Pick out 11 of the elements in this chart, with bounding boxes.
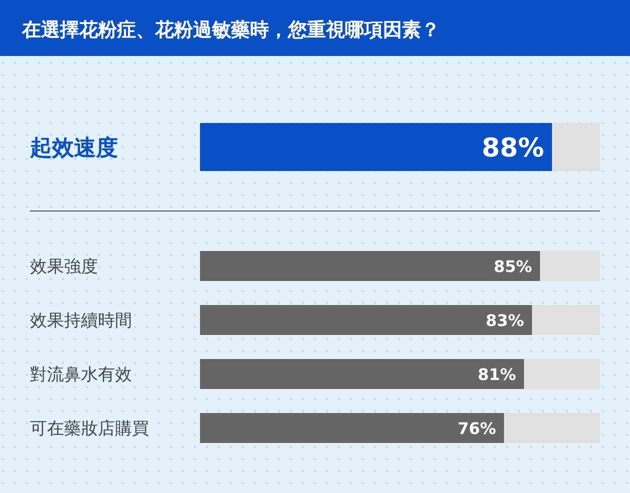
- y-tick-label: 對流鼻水有效: [30, 365, 132, 386]
- y-tick-label: 效果強度: [30, 257, 98, 278]
- data-label: 88%: [482, 133, 544, 164]
- y-tick-label: 起效速度: [29, 134, 118, 161]
- data-label: 83%: [486, 310, 524, 330]
- data-label: 76%: [458, 418, 496, 438]
- y-tick-label: 效果持續時間: [30, 311, 132, 332]
- data-label: 81%: [478, 364, 516, 384]
- y-tick-label: 可在藥妝店購買: [30, 419, 149, 440]
- chart-title: 在選擇花粉症、花粉過敏藥時，您重視哪項因素？: [21, 19, 440, 41]
- data-label: 85%: [494, 256, 532, 276]
